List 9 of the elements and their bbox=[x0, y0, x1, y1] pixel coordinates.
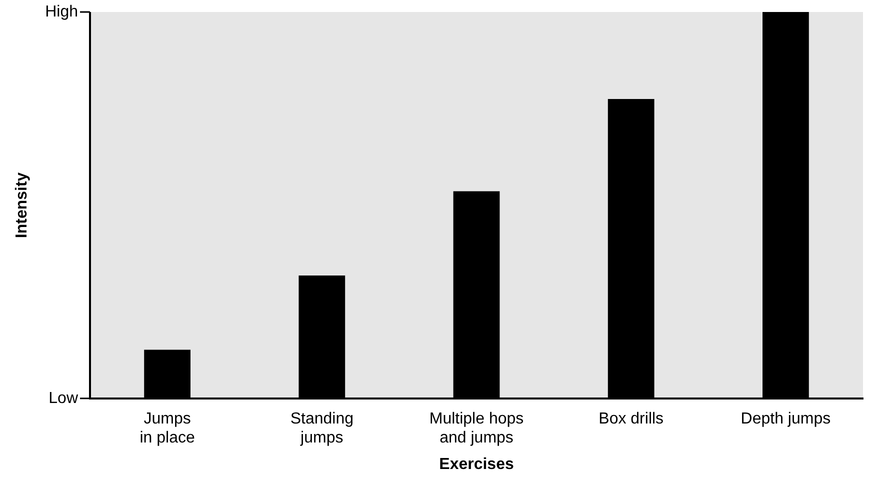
text: Low bbox=[48, 390, 78, 407]
text: High bbox=[45, 3, 78, 20]
y-axis-title: Intensity bbox=[13, 172, 30, 238]
x-axis-title: Exercises bbox=[439, 456, 514, 473]
x-tick-label: Multiple hops and jumps bbox=[429, 410, 524, 447]
x-tick-label: Box drills bbox=[598, 410, 664, 428]
x-tick-label: Standing jumps bbox=[290, 410, 354, 447]
x-tick-label: Depth jumps bbox=[740, 410, 831, 428]
x-tick-label: Jumps in place bbox=[140, 410, 195, 447]
